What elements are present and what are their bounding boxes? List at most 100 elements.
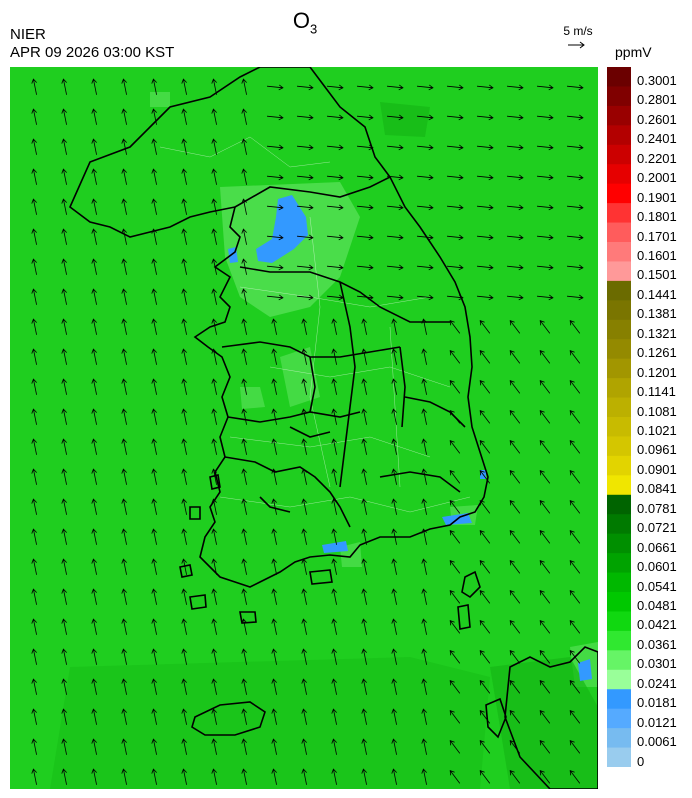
wind-vector-arrow [211,648,217,665]
wind-vector-arrow [61,678,67,695]
wind-vector-arrow [507,234,524,241]
legend-swatch [607,86,631,107]
legend-swatch [607,708,631,729]
wind-vector-arrow [121,498,127,515]
wind-vector-arrow [539,739,551,754]
wind-vector-arrow [567,204,584,211]
wind-vector-arrow [121,618,127,635]
wind-vector-arrow [91,318,97,335]
wind-vector-arrow [301,318,307,335]
wind-vector-arrow [151,648,157,665]
wind-vector-arrow [567,84,584,91]
wind-vector-arrow [479,379,491,394]
wind-vector-arrow [301,648,307,665]
wind-vector-arrow [61,618,67,635]
wind-vector-arrow [391,558,397,575]
wind-vector-arrow [477,294,494,301]
wind-vector-arrow [569,619,581,634]
wind-vector-arrow [267,204,284,211]
wind-vector-arrow [449,679,461,694]
wind-vector-arrow [331,468,337,485]
wind-vector-arrow [91,438,97,455]
wind-vector-arrow [331,768,337,785]
wind-vector-arrow [391,768,397,785]
wind-vector-arrow [61,588,67,605]
wind-vector-arrow [507,264,524,271]
wind-vector-arrow [569,409,581,424]
wind-vector-arrow [421,408,427,425]
wind-vector-arrow [31,228,37,245]
legend-label: 0.0181 [637,695,677,711]
wind-vector-arrow [539,649,551,664]
wind-vector-arrow [361,648,367,665]
wind-vector-arrow [151,78,157,95]
wind-vector-arrow [211,438,217,455]
legend-swatch [607,728,631,749]
wind-vector-arrow [241,108,247,125]
wind-vector-arrow [211,738,217,755]
jeju-island-outline [191,701,266,736]
wind-vector-arrow [331,678,337,695]
wind-vector-arrow [181,678,187,695]
wind-vector-arrow [357,294,374,301]
wind-vector-arrow [181,168,187,185]
wind-vector-arrow [539,319,551,334]
wind-vector-arrow [327,84,344,91]
wind-vector-arrow [357,264,374,271]
wind-vector-arrow [241,768,247,785]
wind-vector-arrow [537,264,554,271]
wind-vector-arrow [569,589,581,604]
wind-vector-arrow [479,409,491,424]
agency-label: NIER [10,26,46,43]
wind-vector-arrow [421,618,427,635]
wind-vector-arrow [301,528,307,545]
legend-label: 0.1141 [637,384,676,400]
wind-vector-arrow [211,588,217,605]
wind-vector-arrow [271,378,277,395]
wind-vector-arrow [477,204,494,211]
legend-label: 0.0901 [637,461,677,477]
wind-vector-arrow [181,408,187,425]
wind-vector-arrow [271,588,277,605]
unit-label: ppmV [615,44,652,60]
wind-vector-arrow [417,114,434,121]
wind-vector-arrow [301,768,307,785]
wind-vector-arrow [391,408,397,425]
wind-vector-arrow [151,618,157,635]
wind-vector-arrow [361,348,367,365]
wind-vector-arrow [569,559,581,574]
wind-vector-arrow [91,768,97,785]
wind-vector-arrow [421,318,427,335]
title-main: O [292,8,310,33]
legend-swatch [607,319,631,340]
wind-vector-arrow [241,468,247,485]
wind-vector-arrow [509,619,521,634]
wind-vector-arrow [181,618,187,635]
wind-vector-arrow [121,378,127,395]
legend-swatch [607,494,631,515]
color-scale-labels: 0.3001 0.2801 0.2601 0.2401 0.2201 0.2001 0.19… [637,67,692,787]
wind-vector-arrow [31,768,37,785]
legend-label: 0.1021 [637,423,677,438]
wind-vector-arrow [509,559,521,574]
wind-vector-arrow [271,468,277,485]
wind-vector-arrow [509,439,521,454]
wind-vector-arrow [211,198,217,215]
low-ozone-region [322,541,348,553]
wind-vector-arrow [509,319,521,334]
title-subscript: 3 [309,21,318,37]
wind-vector-arrow [151,408,157,425]
wind-vector-arrow [301,678,307,695]
wind-vector-arrow [211,498,217,515]
legend-label: 0.2401 [637,131,677,147]
wind-vector-arrow [361,438,367,455]
legend-label: 0.1081 [637,403,677,419]
legend-swatch [607,339,631,360]
wind-vector-arrow [479,769,491,784]
wind-vector-arrow [567,264,584,271]
wind-vector-arrow [477,234,494,241]
wind-vector-arrow [479,439,491,454]
legend-swatch [607,669,631,690]
wind-vector-arrow [569,319,581,334]
light-green-patch [150,92,170,107]
